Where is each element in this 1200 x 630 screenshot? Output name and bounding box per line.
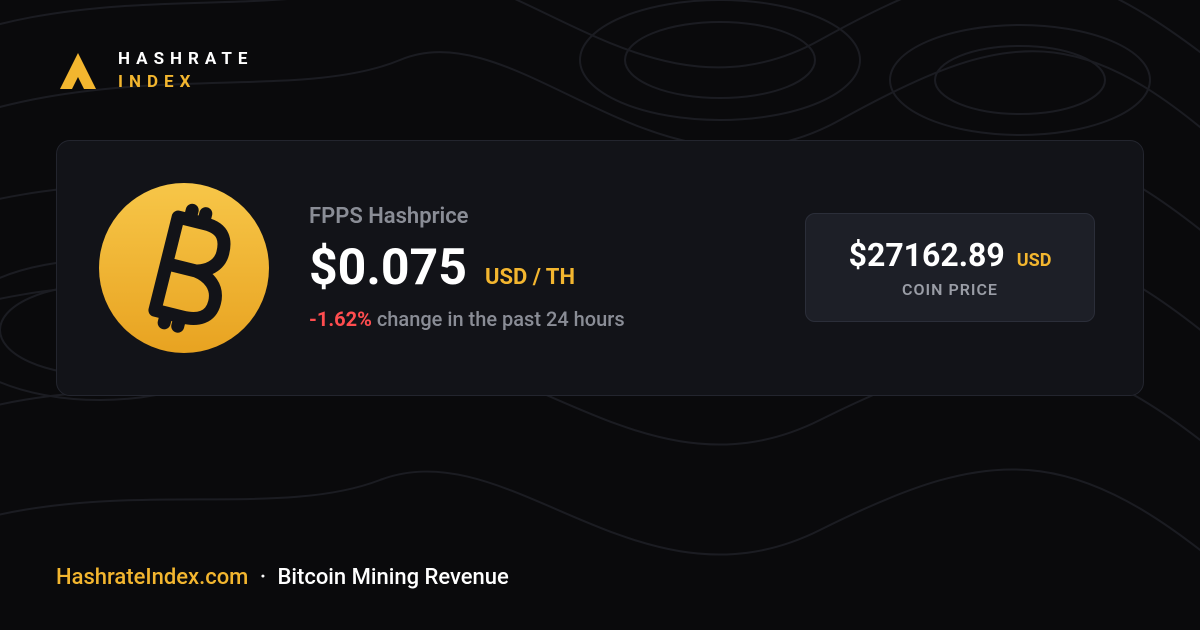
hashprice-card: FPPS Hashprice $0.075 USD / TH -1.62% ch… — [56, 140, 1144, 396]
footer-description: Bitcoin Mining Revenue — [278, 565, 509, 590]
coin-price-label: COIN PRICE — [836, 280, 1064, 299]
footer-domain: HashrateIndex.com — [56, 565, 248, 590]
coin-price-row: $27162.89 USD — [836, 236, 1064, 274]
hashprice-metric: FPPS Hashprice $0.075 USD / TH -1.62% ch… — [309, 204, 765, 331]
hashprice-change: -1.62% change in the past 24 hours — [309, 307, 765, 331]
footer: HashrateIndex.com · Bitcoin Mining Reven… — [56, 565, 1144, 590]
coin-price-unit: USD — [1017, 250, 1052, 271]
brand-logo-icon — [56, 49, 100, 93]
hashprice-value: $0.075 — [309, 239, 467, 297]
header: HASHRATE INDEX — [56, 48, 1144, 94]
footer-separator: · — [260, 565, 266, 590]
brand-wordmark: HASHRATE INDEX — [118, 48, 253, 94]
brand-line2: INDEX — [118, 71, 253, 94]
hashprice-value-row: $0.075 USD / TH — [309, 239, 765, 297]
brand-line1: HASHRATE — [118, 48, 253, 71]
bitcoin-icon — [99, 183, 269, 353]
change-percent: -1.62% — [309, 307, 372, 331]
coin-price-card: $27162.89 USD COIN PRICE — [805, 213, 1095, 322]
hashprice-label: FPPS Hashprice — [309, 204, 765, 229]
coin-price-value: $27162.89 — [849, 236, 1005, 274]
hashprice-unit: USD / TH — [485, 265, 575, 290]
change-text: change in the past 24 hours — [372, 307, 625, 331]
